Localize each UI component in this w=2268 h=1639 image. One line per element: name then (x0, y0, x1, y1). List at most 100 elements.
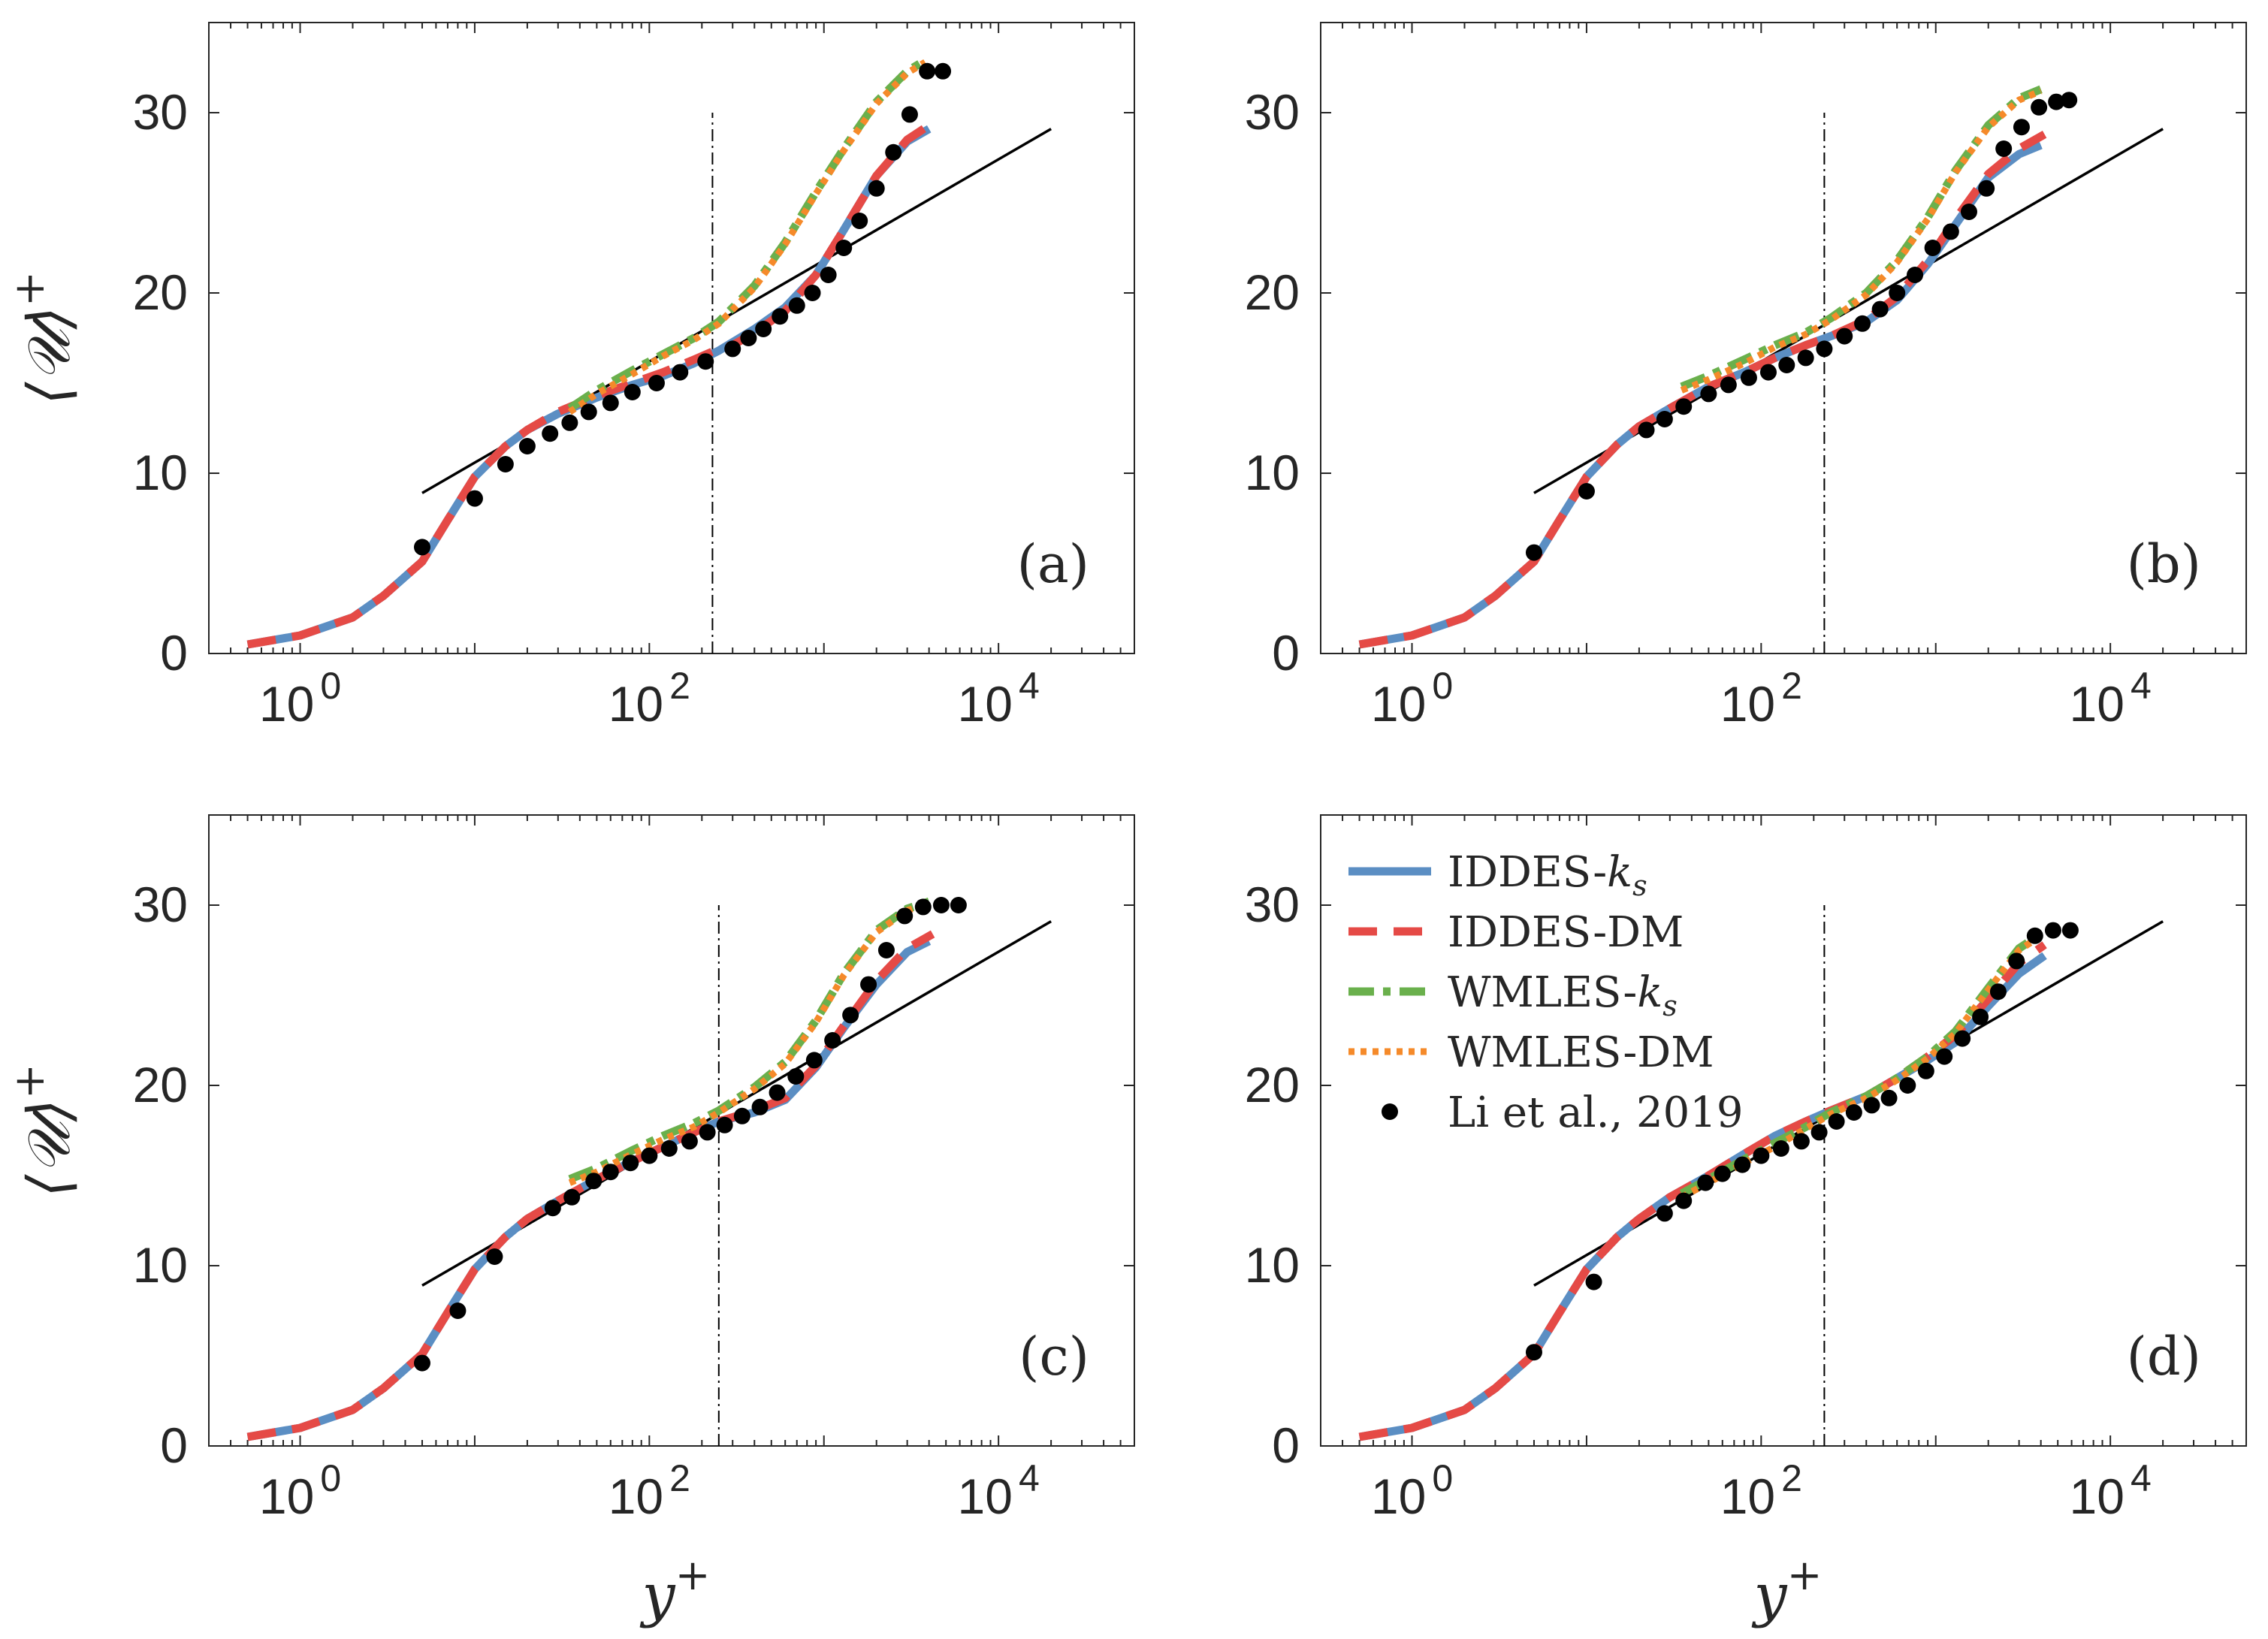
data-point-li (1656, 1205, 1673, 1222)
data-point-li (585, 1173, 602, 1190)
data-point-li (835, 240, 853, 256)
ytick-label: 10 (1245, 1237, 1300, 1293)
data-point-li (518, 438, 536, 454)
data-point-li (2013, 119, 2030, 136)
legend-item-li: Li et al., 2019 (1382, 1088, 1744, 1137)
legend-label: WMLES-ks (1448, 968, 1678, 1022)
data-point-li (1978, 180, 1995, 197)
data-point-li (1759, 364, 1777, 381)
data-point-li (681, 1133, 698, 1150)
data-point-li (1836, 327, 1853, 345)
data-point-li (413, 539, 430, 556)
series-line-iddes_dm (246, 122, 932, 649)
data-point-li (648, 375, 665, 391)
data-point-li (1525, 544, 1542, 561)
data-point-li (697, 353, 714, 370)
data-point-li (699, 1124, 716, 1141)
data-point-li (842, 1007, 859, 1024)
xtick-label: 10 0 (259, 665, 341, 732)
data-point-li (542, 425, 559, 442)
legend-label: Li et al., 2019 (1448, 1088, 1744, 1137)
data-point-li (1675, 1192, 1693, 1209)
data-point-li (641, 1147, 658, 1164)
data-point-li (563, 1188, 581, 1206)
data-point-li (602, 1164, 619, 1181)
data-point-li (1845, 1104, 1862, 1121)
data-point-li (497, 456, 514, 472)
xtick-label: 10 0 (1371, 1457, 1453, 1524)
legend-label: WMLES-DM (1448, 1028, 1714, 1077)
data-point-li (1675, 398, 1693, 415)
data-point-li (769, 1084, 786, 1101)
data-point-li (1899, 1077, 1916, 1094)
data-point-li (1960, 204, 1977, 220)
data-point-li (1656, 411, 1673, 427)
data-point-li (868, 180, 885, 197)
data-point-li (2061, 92, 2078, 109)
data-point-li (772, 308, 789, 325)
data-point-li (672, 364, 689, 381)
ytick-label: 20 (133, 264, 188, 320)
ylabel-bottom: ⟨𝒰⟩+ (5, 1064, 83, 1197)
ylabel-sup: + (5, 1064, 54, 1099)
data-point-li (449, 1302, 467, 1319)
data-point-li (1907, 267, 1924, 283)
data-point-li (1889, 285, 1906, 301)
series-line-wmles_ks (568, 897, 931, 1183)
axes-frame (1320, 22, 2247, 654)
panel-a: 0 10 20 30 10 0 10 2 10 4 (a) (133, 22, 1135, 732)
data-point-li (1734, 1156, 1751, 1173)
series-line-wmles_dm (567, 59, 927, 415)
ylabel-text: ⟨𝒰⟩ (16, 306, 83, 405)
plot-area (246, 56, 1052, 653)
plot-area (246, 897, 1052, 1446)
xtick-label: 10 2 (609, 1457, 690, 1524)
series-line-iddes_dm (1358, 941, 2047, 1441)
data-point-li (1525, 1344, 1542, 1361)
data-point-li (1797, 349, 1814, 367)
data-point-li (1989, 983, 2007, 1001)
legend-marker (1382, 1103, 1398, 1120)
data-point-li (755, 321, 772, 337)
data-point-li (2061, 922, 2079, 939)
plot-area (1358, 905, 2164, 1446)
data-point-li (935, 62, 952, 80)
data-point-li (2048, 93, 2065, 110)
data-point-li (660, 1140, 678, 1157)
data-point-li (602, 394, 619, 412)
xtick-label: 10 4 (2070, 665, 2152, 732)
data-point-li (413, 1354, 430, 1372)
ytick-label: 30 (133, 877, 188, 932)
data-point-li (885, 143, 902, 161)
ytick-label: 30 (133, 84, 188, 140)
data-point-li (1778, 357, 1795, 373)
data-point-li (2008, 952, 2025, 970)
data-point-li (724, 340, 741, 358)
data-point-li (901, 106, 918, 123)
ytick-label: 0 (160, 625, 188, 681)
ylabel-top: ⟨𝒰⟩+ (5, 271, 83, 405)
data-point-li (877, 942, 895, 958)
data-point-li (580, 403, 597, 421)
data-point-li (1954, 1030, 1971, 1047)
xlabel-right: y+ (1752, 1551, 1823, 1629)
data-point-li (1753, 1147, 1770, 1164)
data-point-li (733, 1107, 750, 1124)
ytick-label: 20 (1245, 1057, 1300, 1112)
xtick-label: 10 2 (609, 665, 690, 732)
data-point-li (950, 897, 967, 913)
data-point-li (932, 897, 950, 913)
data-point-li (624, 384, 641, 400)
data-point-li (1792, 1133, 1810, 1150)
data-point-li (1720, 376, 1737, 394)
data-point-li (804, 285, 821, 301)
legend-label: IDDES-ks (1448, 848, 1647, 902)
legend-item-iddes_dm: IDDES-DM (1348, 908, 1684, 957)
ylabel-text: ⟨𝒰⟩ (16, 1099, 83, 1197)
data-point-li (1740, 369, 1757, 386)
xlabel-text: y (1752, 1562, 1788, 1629)
data-point-li (914, 898, 932, 916)
legend: IDDES-ks IDDES-DM WMLES-ks WMLES-DM Li et al… (1348, 848, 1744, 1137)
data-point-li (622, 1155, 639, 1172)
